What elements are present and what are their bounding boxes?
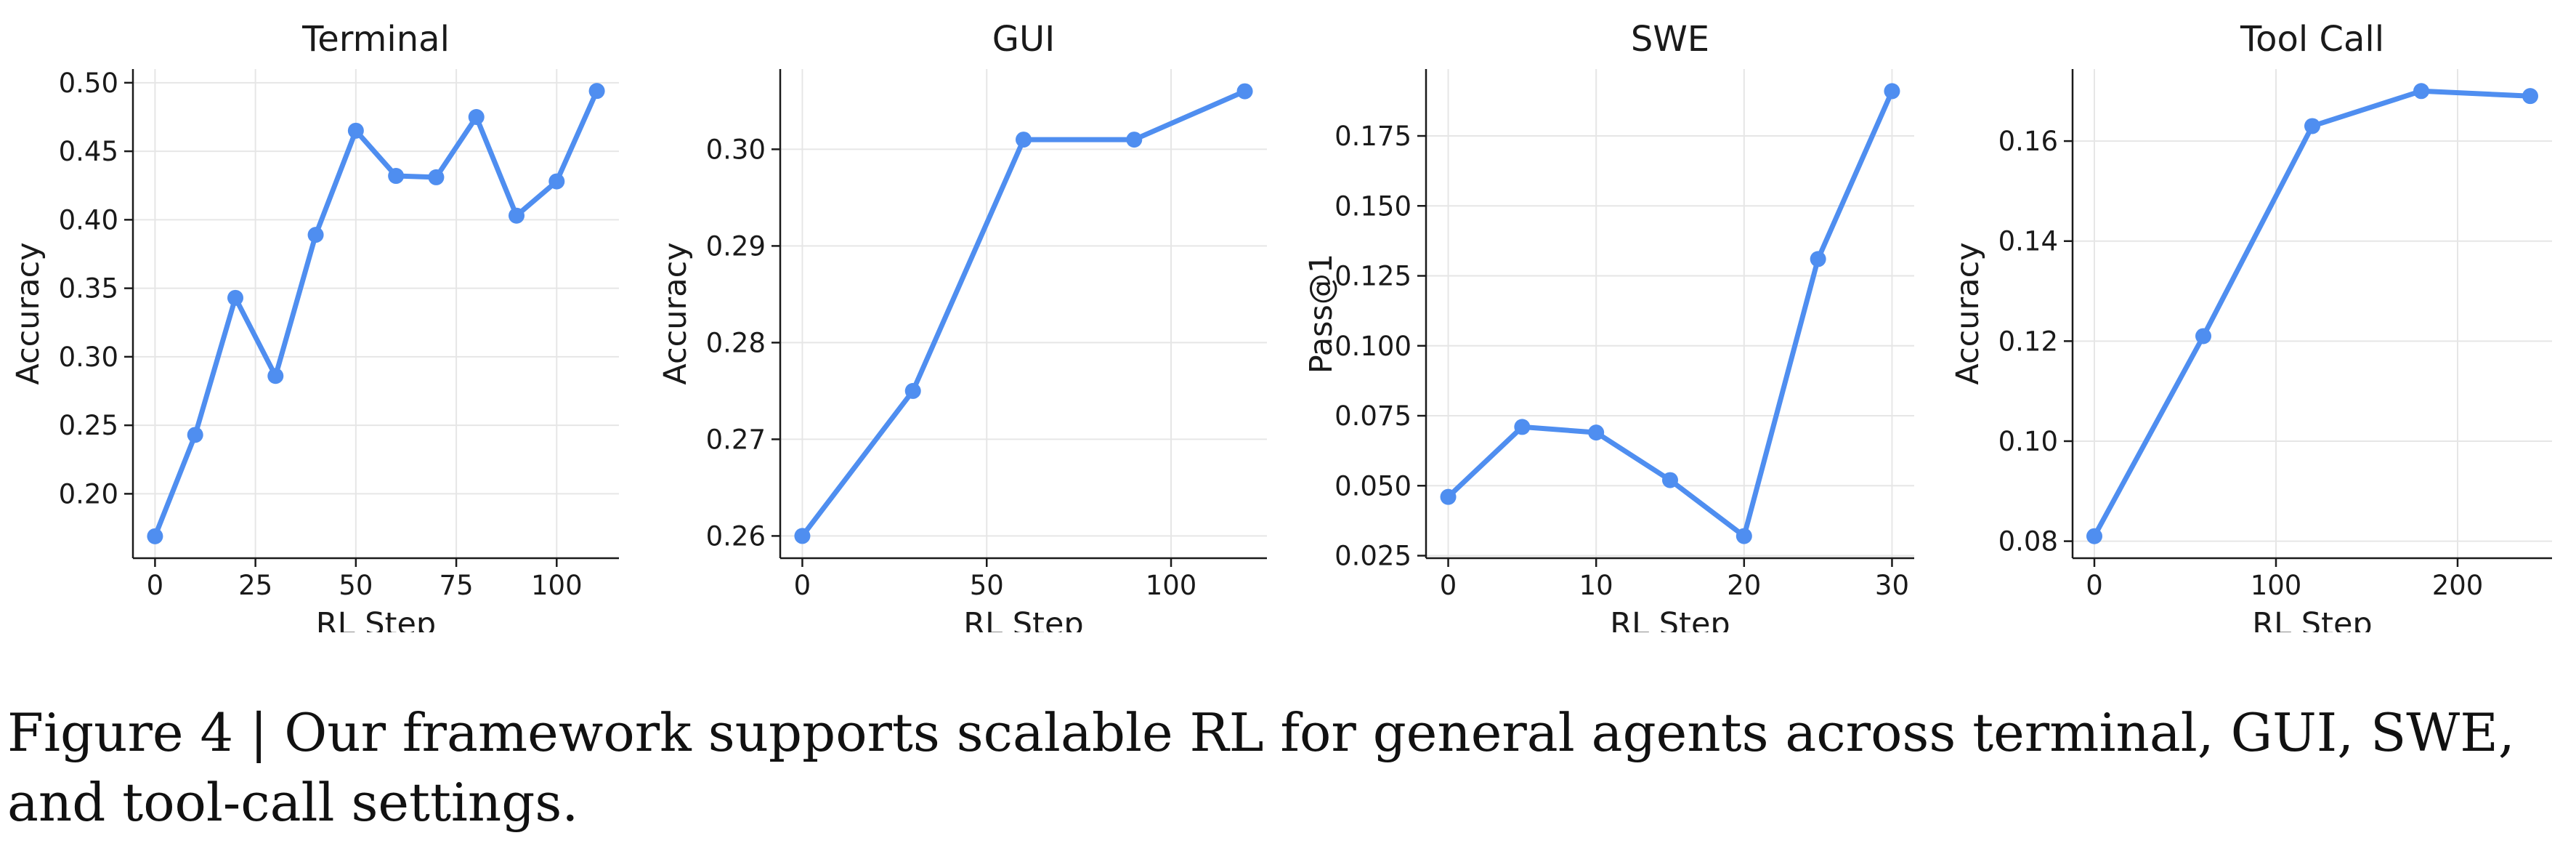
- data-point: [2413, 83, 2429, 100]
- data-point: [2195, 328, 2211, 345]
- x-axis-label: RL Step: [1610, 606, 1730, 632]
- panel-title: SWE: [1631, 19, 1709, 60]
- data-point: [1440, 488, 1457, 505]
- y-tick-label: 0.40: [59, 204, 118, 235]
- y-tick-label: 0.16: [1998, 126, 2058, 157]
- series-line: [800, 89, 1247, 539]
- data-point: [227, 289, 243, 306]
- y-tick-label: 0.29: [706, 230, 766, 262]
- data-point: [1884, 83, 1900, 100]
- y-tick-label: 0.30: [706, 134, 766, 165]
- y-tick-label: 0.150: [1334, 190, 1411, 222]
- x-tick-label: 75: [440, 570, 474, 601]
- data-point: [1236, 83, 1253, 100]
- panel-title: Tool Call: [2240, 19, 2384, 60]
- x-tick-label: 25: [238, 570, 272, 601]
- series-line: [1446, 88, 1895, 539]
- y-tick-label: 0.08: [1998, 526, 2058, 557]
- x-tick-label: 0: [794, 570, 811, 601]
- x-tick-label: 20: [1727, 570, 1761, 601]
- y-tick-label: 0.025: [1334, 541, 1411, 572]
- y-tick-label: 0.050: [1334, 470, 1411, 501]
- y-axis-label: Pass@1: [1303, 254, 1340, 374]
- data-point: [904, 382, 921, 399]
- chart-panel-2: 0 50 100 0.26 0.27 0.28 0.29 0.30 GUI RL Step Accu…: [657, 19, 1267, 632]
- y-tick-label: 0.50: [59, 68, 118, 99]
- y-axis-label: Accuracy: [1950, 242, 1986, 384]
- data-point: [588, 83, 605, 100]
- y-tick-label: 0.25: [59, 410, 118, 441]
- y-axis-label: Accuracy: [657, 242, 694, 384]
- data-point: [347, 122, 364, 139]
- y-tick-label: 0.175: [1334, 121, 1411, 152]
- data-point: [187, 427, 203, 443]
- x-tick-label: 100: [531, 570, 583, 601]
- x-tick-label: 10: [1579, 570, 1613, 601]
- x-axis-label: RL Step: [2252, 606, 2372, 632]
- panel-title: GUI: [992, 19, 1055, 60]
- panel-title: Terminal: [301, 19, 450, 60]
- data-point: [1514, 419, 1531, 435]
- data-point: [1662, 472, 1678, 488]
- y-tick-label: 0.26: [706, 520, 766, 552]
- data-point: [147, 528, 163, 544]
- data-point: [388, 168, 405, 185]
- y-tick-label: 0.28: [706, 327, 766, 358]
- x-axis-label: RL Step: [963, 606, 1083, 632]
- y-tick-label: 0.20: [59, 478, 118, 509]
- x-tick-label: 100: [1146, 570, 1197, 601]
- data-point: [2304, 118, 2320, 134]
- y-tick-label: 0.12: [1998, 326, 2058, 357]
- y-tick-label: 0.100: [1334, 331, 1411, 362]
- data-point: [1810, 251, 1826, 267]
- x-tick-label: 100: [2251, 570, 2302, 601]
- y-tick-label: 0.45: [59, 136, 118, 167]
- y-tick-label: 0.125: [1334, 261, 1411, 292]
- data-point: [468, 108, 485, 125]
- y-tick-label: 0.35: [59, 273, 118, 305]
- data-point: [509, 207, 525, 224]
- series-line: [152, 88, 600, 539]
- data-point: [267, 368, 284, 384]
- data-point: [2522, 88, 2538, 105]
- data-point: [2086, 528, 2102, 544]
- x-tick-label: 0: [1440, 570, 1457, 601]
- chart-panel-1: 0 25 50 75 100 0.20 0.25 0.30 0.35 0.40 0.45 0.50 Te…: [10, 19, 619, 632]
- x-tick-label: 30: [1875, 570, 1909, 601]
- figure-caption: Figure 4 | Our framework supports scalab…: [7, 702, 2515, 833]
- data-point: [428, 169, 445, 185]
- y-tick-label: 0.10: [1998, 426, 2058, 457]
- y-tick-label: 0.14: [1998, 226, 2058, 257]
- figure-panels: 0 25 50 75 1000.200.250.300.350.400.450.50Te…: [10, 19, 2552, 632]
- series-line: [2091, 88, 2533, 539]
- data-point: [1735, 528, 1752, 544]
- data-point: [548, 173, 565, 190]
- x-tick-label: 0: [147, 570, 164, 601]
- y-axis-label: Accuracy: [10, 242, 46, 384]
- x-tick-label: 50: [339, 570, 373, 601]
- data-point: [794, 528, 811, 544]
- x-tick-label: 0: [2086, 570, 2103, 601]
- data-point: [307, 227, 324, 243]
- data-point: [1016, 132, 1032, 148]
- data-point: [1126, 132, 1143, 148]
- x-tick-label: 50: [970, 570, 1004, 601]
- chart-panel-4: 0 100 200 0.08 0.10 0.12 0.14 0.16 Tool Call RL S…: [1950, 19, 2552, 632]
- y-tick-label: 0.075: [1334, 400, 1411, 432]
- y-tick-label: 0.27: [706, 424, 766, 455]
- x-tick-label: 200: [2432, 570, 2484, 601]
- x-axis-label: RL Step: [316, 606, 436, 632]
- y-tick-label: 0.30: [59, 342, 118, 373]
- chart-panel-3: 0 10 20 30 0.025 0.050 0.075 0.100 0.125 0.150 0.1…: [1303, 19, 1914, 632]
- data-point: [1588, 424, 1605, 441]
